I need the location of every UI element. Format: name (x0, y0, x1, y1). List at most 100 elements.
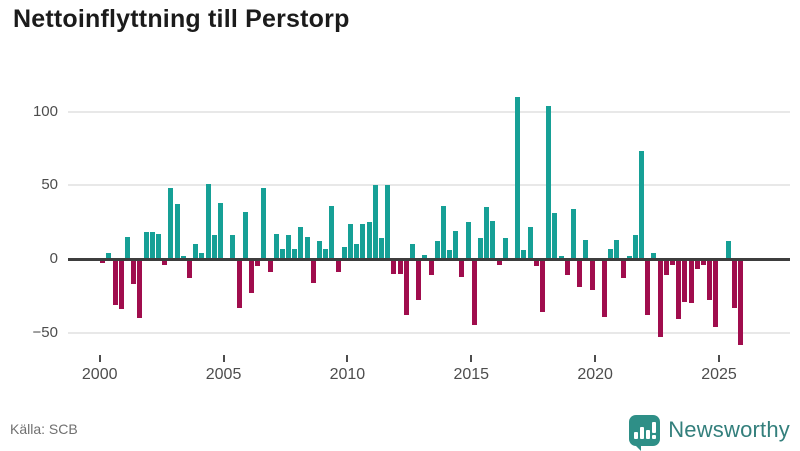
x-tick-mark-2010 (346, 355, 349, 362)
bar-2007-Q2 (279, 248, 285, 259)
bar-2008-Q2 (304, 236, 310, 259)
newsworthy-bar-chart-icon (629, 414, 661, 451)
newsworthy-logo[interactable]: Newsworthy (629, 412, 790, 451)
bar-2012-Q1 (397, 259, 403, 274)
x-tick-label-2000: 2000 (81, 366, 118, 383)
bar-2012-Q4 (416, 259, 422, 301)
bar-2001-Q3 (137, 259, 143, 318)
bar-2015-Q4 (490, 220, 496, 259)
bar-2006-Q4 (267, 259, 273, 273)
bar-2003-Q3 (186, 259, 192, 279)
bar-2014-Q3 (459, 259, 465, 277)
bar-2007-Q4 (292, 248, 298, 259)
bar-2000-Q4 (118, 259, 124, 310)
bar-2017-Q3 (533, 259, 539, 267)
bar-2016-Q4 (515, 96, 521, 259)
bar-2022-Q2 (651, 253, 657, 259)
logo-exclamation-dot (652, 434, 657, 439)
logo-bar-1 (634, 431, 639, 439)
bar-2001-Q1 (125, 236, 131, 259)
bar-2004-Q3 (211, 235, 217, 259)
x-tick-label-2005: 2005 (205, 366, 242, 383)
bar-2024-Q1 (694, 259, 700, 270)
bar-2004-Q2 (205, 183, 211, 259)
bar-2024-Q3 (707, 259, 713, 301)
bar-2008-Q1 (298, 226, 304, 259)
bar-2018-Q4 (564, 259, 570, 276)
bar-2002-Q3 (162, 259, 168, 265)
bar-2006-Q2 (255, 259, 261, 267)
bar-2025-Q3 (731, 259, 737, 308)
bar-2000-Q1 (100, 259, 106, 264)
bar-2000-Q2 (106, 253, 112, 259)
logo-bar-2 (640, 426, 645, 439)
bar-2017-Q2 (527, 226, 533, 259)
bar-2009-Q2 (329, 205, 335, 259)
bar-2008-Q4 (317, 241, 323, 259)
bar-2014-Q4 (465, 222, 471, 259)
bar-2015-Q1 (471, 259, 477, 326)
speech-bubble-tail (632, 441, 642, 451)
bar-2002-Q1 (149, 232, 155, 259)
bar-2017-Q4 (539, 259, 545, 313)
bar-2011-Q2 (378, 238, 384, 259)
bar-2006-Q1 (248, 259, 254, 293)
bar-2013-Q4 (440, 205, 446, 259)
bar-2012-Q3 (409, 244, 415, 259)
bar-2001-Q2 (131, 259, 137, 285)
bar-2010-Q1 (348, 223, 354, 259)
bar-2005-Q3 (236, 259, 242, 308)
bar-2016-Q1 (496, 259, 502, 265)
bar-2009-Q1 (323, 248, 329, 259)
x-tick-label-2025: 2025 (701, 366, 737, 383)
bar-2013-Q3 (434, 241, 440, 259)
bar-2025-Q4 (738, 259, 744, 345)
bar-2007-Q1 (273, 233, 279, 259)
bar-2023-Q1 (670, 259, 676, 265)
bar-2025-Q2 (725, 241, 731, 259)
bar-2011-Q1 (372, 185, 378, 259)
bar-2000-Q3 (112, 259, 118, 305)
bar-2011-Q3 (385, 185, 391, 259)
x-tick-mark-2015 (470, 355, 473, 362)
bar-2007-Q3 (286, 235, 292, 259)
bar-2018-Q2 (552, 213, 558, 259)
x-tick-label-2010: 2010 (329, 366, 366, 383)
bar-2015-Q3 (484, 207, 490, 259)
x-tick-mark-2020 (594, 355, 597, 362)
bar-2018-Q1 (546, 105, 552, 259)
y-tick-label-100: 100 (32, 102, 58, 120)
bar-2010-Q2 (354, 244, 360, 259)
bar-2008-Q3 (310, 259, 316, 283)
bar-2023-Q2 (676, 259, 682, 320)
x-tick-label-2015: 2015 (453, 366, 490, 383)
bar-2010-Q3 (360, 223, 366, 259)
bar-2005-Q2 (230, 235, 236, 259)
bar-2012-Q2 (403, 259, 409, 316)
bar-2021-Q4 (639, 151, 645, 259)
logo-exclamation-bar (652, 421, 657, 433)
bar-2023-Q3 (682, 259, 688, 302)
bar-2024-Q2 (701, 259, 707, 265)
bar-2004-Q4 (217, 202, 223, 259)
bar-2003-Q1 (174, 204, 180, 259)
bar-2010-Q4 (366, 222, 372, 259)
y-tick-label-−50: −50 (32, 323, 58, 341)
bar-2003-Q4 (193, 244, 199, 259)
bar-2011-Q4 (391, 259, 397, 274)
bar-2014-Q2 (453, 230, 459, 259)
bar-2002-Q2 (156, 233, 162, 259)
x-tick-mark-2000 (98, 355, 101, 362)
bar-2004-Q1 (199, 253, 205, 259)
bar-2009-Q4 (341, 247, 347, 259)
bar-2019-Q1 (570, 208, 576, 259)
bar-2013-Q2 (428, 259, 434, 276)
bar-2013-Q1 (422, 254, 428, 259)
x-tick-label-2020: 2020 (577, 366, 613, 383)
bar-2021-Q3 (632, 235, 638, 259)
bar-2001-Q4 (143, 232, 149, 259)
bar-2002-Q4 (168, 188, 174, 259)
gridline-100 (68, 110, 790, 113)
